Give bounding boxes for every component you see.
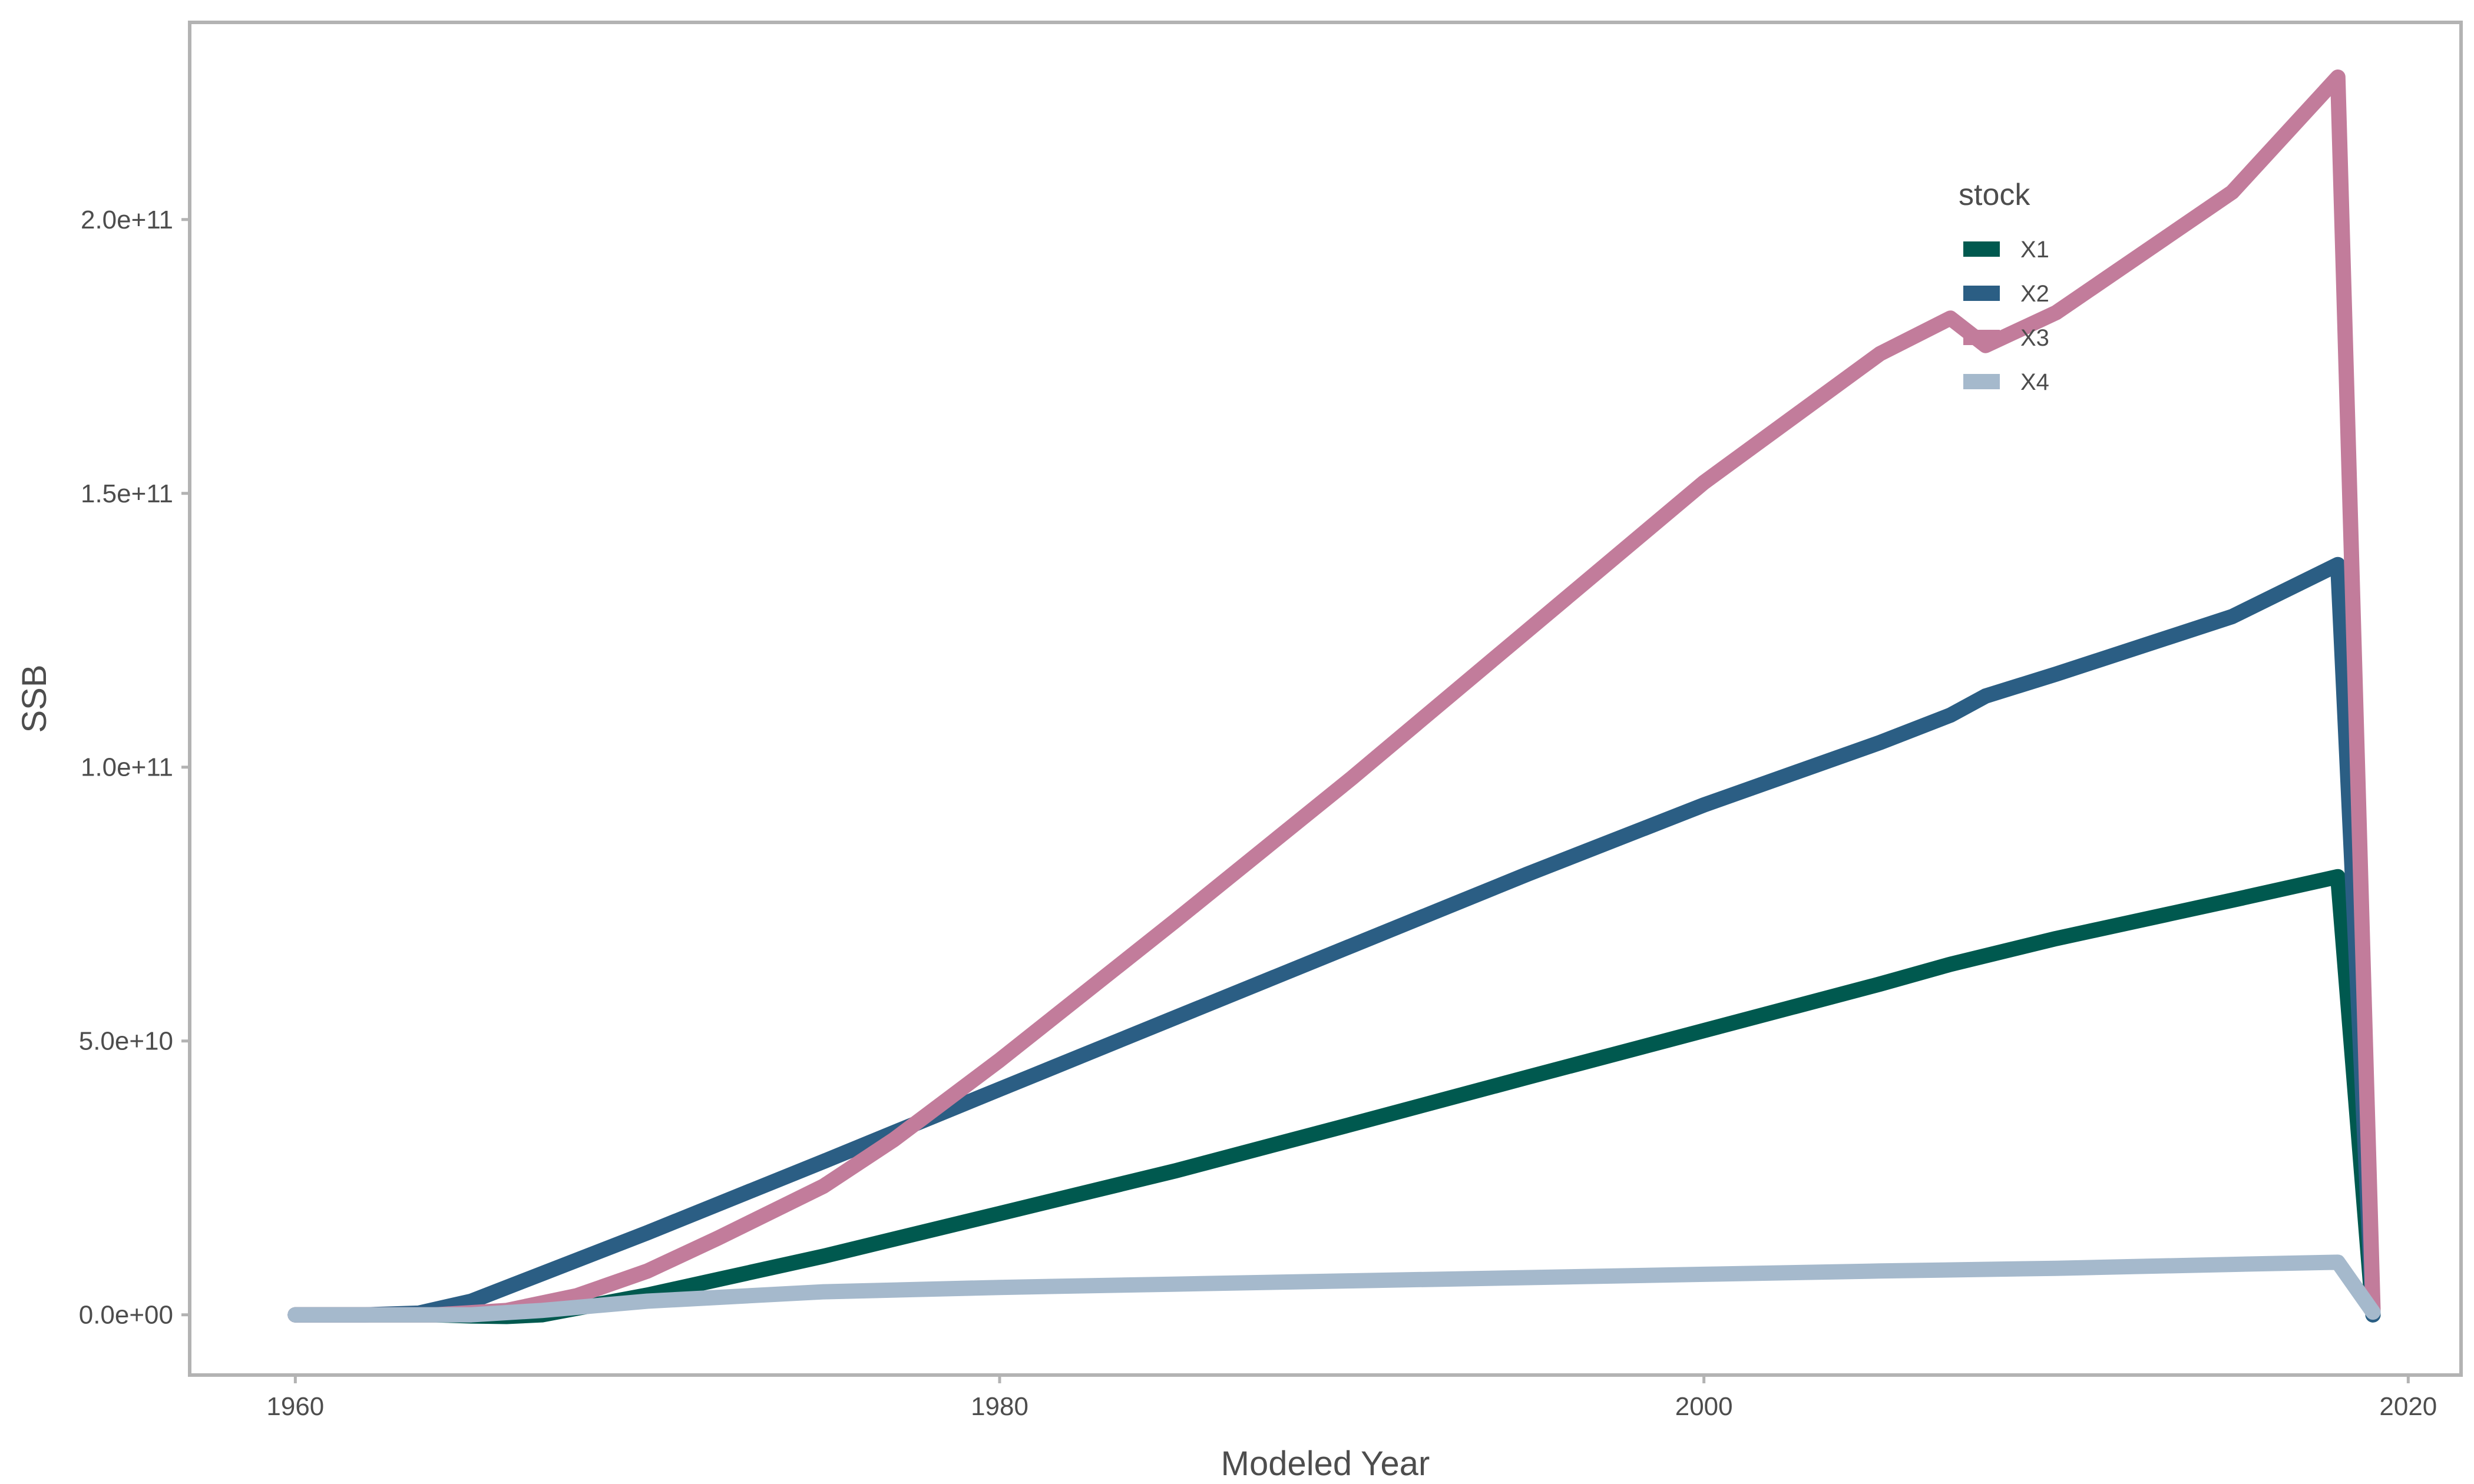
y-axis: 0.0e+00 5.0e+10 1.0e+11 1.5e+11 2.0e+11 — [79, 206, 190, 1330]
series-line-x4 — [287, 1254, 2381, 1323]
legend-label-x1: X1 — [2020, 237, 2049, 263]
x-axis: 1960 1980 2000 2020 — [266, 1375, 2437, 1421]
x-axis-title: Modeled Year — [1221, 1445, 1430, 1483]
legend-label-x4: X4 — [2020, 369, 2049, 395]
y-tick-label: 1.0e+11 — [81, 753, 173, 782]
x-tick-label: 2020 — [2379, 1392, 2437, 1421]
series-line-x2 — [287, 556, 2381, 1323]
x-tick-label: 2000 — [1675, 1392, 1733, 1421]
legend-title: stock — [1959, 178, 2030, 212]
y-tick-label: 5.0e+10 — [79, 1027, 173, 1056]
series-lines — [287, 69, 2381, 1324]
legend-label-x2: X2 — [2020, 281, 2049, 307]
y-tick-label: 0.0e+00 — [79, 1301, 173, 1330]
legend: stock X1 X2 X3 X4 — [1959, 178, 2049, 395]
x-tick-label: 1960 — [266, 1392, 324, 1421]
plot-panel-border — [188, 21, 2463, 1377]
y-tick-label: 1.5e+11 — [81, 479, 173, 508]
legend-label-x3: X3 — [2020, 325, 2049, 351]
x-tick-label: 1980 — [971, 1392, 1028, 1421]
y-tick-label: 2.0e+11 — [81, 206, 173, 234]
y-axis-title: SSB — [15, 664, 54, 733]
